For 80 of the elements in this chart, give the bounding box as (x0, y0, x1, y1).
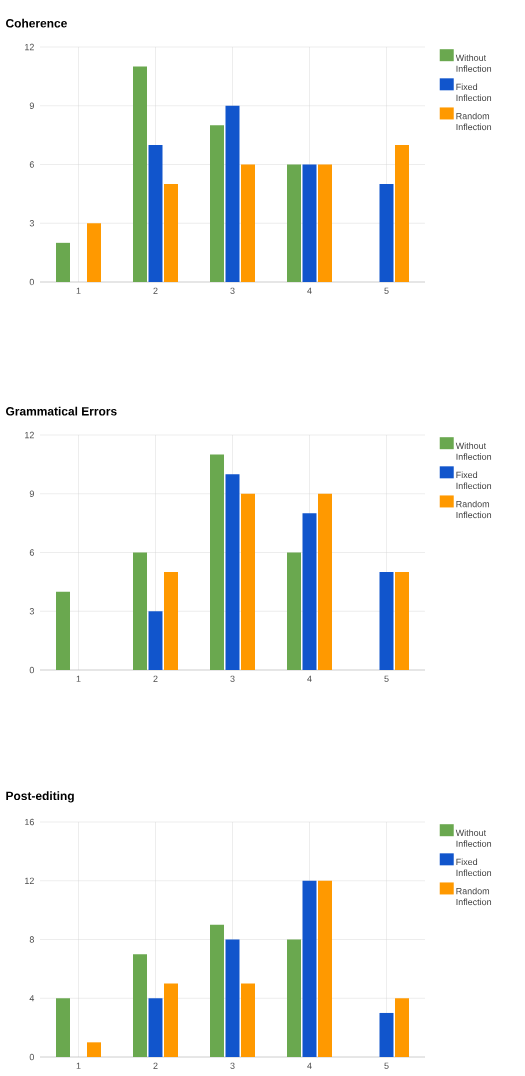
bar (133, 552, 147, 671)
bar (210, 454, 224, 671)
bar (302, 880, 317, 1058)
bar (318, 493, 332, 671)
y-tick-label: 16 (25, 818, 34, 826)
bar (287, 939, 301, 1058)
bar (379, 1012, 394, 1058)
bar (210, 125, 224, 282)
legend-label: Fixed Inflection (456, 858, 492, 877)
bar (287, 552, 301, 671)
x-tick-label: 2 (153, 675, 158, 682)
bar (395, 572, 409, 671)
bar (164, 184, 178, 282)
bar (87, 1042, 101, 1058)
legend-label: Random Inflection (456, 112, 492, 131)
legend-label: Random Inflection (456, 500, 492, 519)
bar (148, 144, 163, 282)
y-tick-label: 8 (29, 936, 34, 943)
bar (56, 242, 70, 282)
x-tick-label: 1 (76, 675, 81, 682)
y-tick-label: 9 (29, 490, 34, 497)
x-tick-label: 2 (153, 287, 158, 294)
legend-label: Fixed Inflection (456, 83, 492, 102)
x-tick-label: 5 (384, 1062, 389, 1069)
y-tick-label: 3 (29, 220, 34, 227)
bar (225, 105, 240, 282)
bar (225, 939, 240, 1058)
x-tick-label: 4 (307, 1062, 312, 1069)
bar (210, 924, 224, 1058)
x-tick-label: 3 (230, 287, 235, 294)
bar (148, 998, 163, 1058)
bar (87, 223, 101, 282)
x-tick-label: 3 (230, 1062, 235, 1070)
bar (241, 983, 255, 1058)
y-tick-label: 3 (29, 608, 34, 615)
x-tick-label: 4 (307, 675, 312, 682)
bar (395, 998, 409, 1058)
y-tick-label: 0 (29, 666, 35, 674)
bar (395, 144, 409, 282)
x-tick-label: 4 (307, 287, 312, 294)
x-tick-label: 3 (230, 675, 235, 683)
y-tick-label: 12 (25, 877, 34, 884)
bar (148, 611, 163, 671)
legend-label: Without Inflection (455, 54, 492, 72)
bar (287, 164, 301, 282)
bar (164, 572, 178, 671)
y-tick-label: 0 (29, 1053, 35, 1061)
bar (241, 493, 255, 671)
legend-label: Random Inflection (456, 887, 492, 906)
legend-label: Without Inflection (455, 442, 492, 460)
x-tick-label: 1 (76, 1062, 81, 1069)
x-tick-label: 5 (384, 287, 389, 294)
bar (133, 66, 147, 282)
legend-label: Without Inflection (455, 829, 492, 847)
x-tick-label: 1 (76, 287, 81, 294)
y-tick-label: 6 (29, 549, 34, 556)
bar (164, 983, 178, 1058)
chart-title: Post-editing (6, 791, 74, 803)
x-tick-label: 5 (384, 675, 389, 682)
legend-label: Fixed Inflection (456, 471, 492, 490)
y-tick-label: 4 (29, 995, 35, 1002)
bar (379, 572, 394, 671)
y-tick-label: 6 (29, 161, 34, 168)
bar (56, 591, 70, 671)
bar (379, 184, 394, 282)
chart-title: Coherence (6, 18, 67, 28)
bar (318, 164, 332, 282)
x-tick-label: 2 (153, 1062, 158, 1069)
y-tick-label: 12 (25, 431, 34, 439)
y-tick-label: 12 (25, 43, 34, 51)
bar (225, 474, 240, 671)
bar (302, 164, 317, 282)
y-tick-label: 0 (29, 278, 35, 286)
y-tick-label: 9 (29, 102, 34, 109)
bar (241, 164, 255, 282)
bar (302, 513, 317, 671)
bar (56, 998, 70, 1058)
bar (133, 954, 147, 1058)
bar (318, 880, 332, 1058)
chart-title: Grammatical Errors (6, 406, 117, 416)
